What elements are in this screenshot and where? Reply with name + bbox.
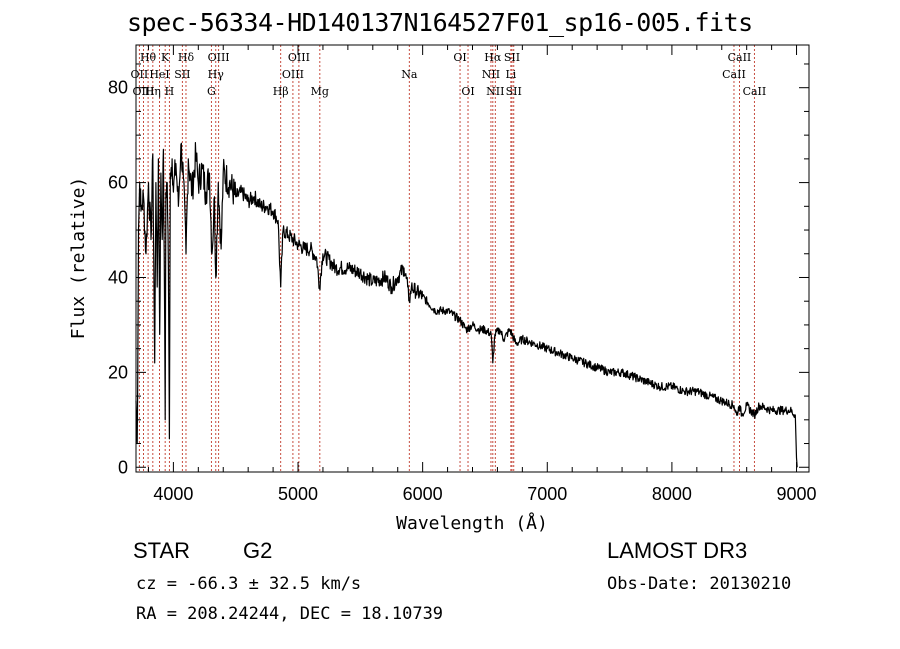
survey-name: LAMOST DR3 <box>607 538 748 563</box>
x-tick-label-1: 5000 <box>278 484 318 504</box>
page-title: spec-56334-HD140137N164527F01_sp16-005.f… <box>127 8 753 37</box>
x-tick-label-2: 6000 <box>403 484 443 504</box>
line-label-13: OIII <box>282 68 304 81</box>
plot-frame <box>135 44 810 473</box>
x-tick-label-5: 9000 <box>777 484 817 504</box>
emission-line-markers <box>138 45 755 472</box>
y-tick-label-3: 60 <box>108 173 128 193</box>
line-label-0: Hθ <box>140 51 157 64</box>
observation-date: Obs-Date: 20130210 <box>607 574 792 594</box>
line-label-25: CaII <box>728 51 752 64</box>
line-label-26: CaII <box>722 68 746 81</box>
line-label-7: SII <box>174 68 190 81</box>
line-label-11: G <box>207 85 216 98</box>
line-label-3: K <box>161 51 170 64</box>
y-tick-label-1: 20 <box>108 362 128 382</box>
line-label-24: SII <box>506 85 522 98</box>
line-label-15: Mg <box>311 85 329 98</box>
line-label-14: Hβ <box>273 85 289 98</box>
line-label-19: Hα <box>484 51 502 64</box>
line-label-27: CaII <box>743 85 767 98</box>
y-tick-label-0: 0 <box>118 457 128 477</box>
line-label-2: OIII <box>132 85 154 98</box>
line-label-23: NII <box>486 85 504 98</box>
x-tick-label-4: 8000 <box>652 484 692 504</box>
line-label-4: HeI <box>149 68 169 81</box>
object-subclass: G2 <box>243 538 273 563</box>
line-label-1: OII <box>131 68 149 81</box>
spectrum-series-line <box>135 142 798 468</box>
line-label-22: Li <box>505 68 516 81</box>
line-label-12: OIII <box>288 51 310 64</box>
y-axis-label: Flux (relative) <box>68 177 89 340</box>
x-axis-ticks: 4000 5000 6000 7000 8000 9000 <box>147 45 817 504</box>
line-label-20: SII <box>504 51 520 64</box>
line-label-17: OI <box>453 51 466 64</box>
object-class: STAR <box>133 538 191 563</box>
line-label-6: Hδ <box>178 51 195 64</box>
line-label-9: OIII <box>208 51 230 64</box>
x-tick-label-3: 7000 <box>527 484 567 504</box>
line-label-16: Na <box>401 68 418 81</box>
y-tick-label-4: 80 <box>108 78 128 98</box>
x-axis-label: Wavelength (Å) <box>396 512 548 534</box>
line-label-10: Hγ <box>208 68 225 81</box>
ra-dec: RA = 208.24244, DEC = 18.10739 <box>136 604 444 624</box>
y-tick-label-2: 40 <box>108 267 128 287</box>
x-tick-label-0: 4000 <box>153 484 193 504</box>
line-label-21: NII <box>482 68 500 81</box>
line-label-8: H <box>165 85 175 98</box>
redshift-cz: cz = -66.3 ± 32.5 km/s <box>136 574 362 594</box>
y-axis-ticks: 0 20 40 60 80 <box>108 63 809 477</box>
line-label-18: OI <box>461 85 474 98</box>
emission-line-labels: Hθ OII OIII K HeI Hη Hδ SII H OIII Hγ G OIII OIII Hβ Mg… <box>131 51 767 98</box>
line-label-5: Hη <box>145 85 161 98</box>
